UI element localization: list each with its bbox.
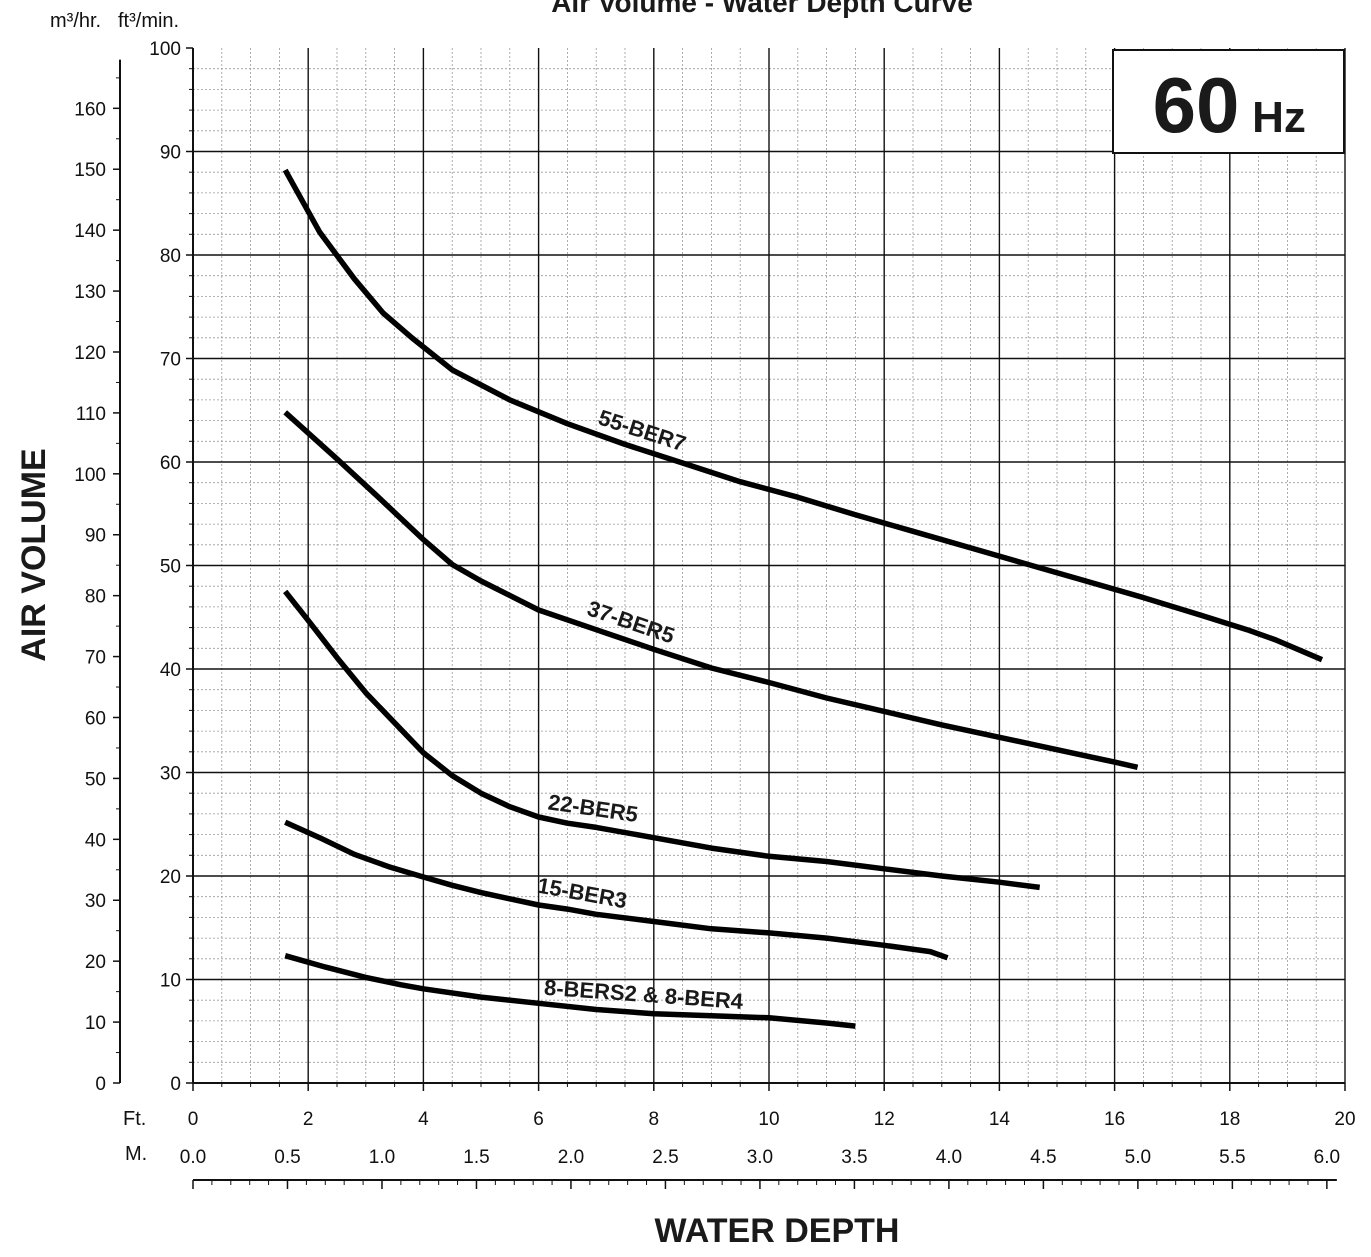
ft-tick-label: 20: [1334, 1109, 1355, 1130]
m3h-tick-label: 20: [85, 952, 106, 973]
cfm-tick-label: 10: [160, 971, 181, 992]
m3h-tick-label: 120: [74, 343, 106, 364]
x-unit-secondary: M.: [125, 1143, 147, 1165]
cfm-tick-label: 60: [160, 453, 181, 474]
meter-tick-label: 4.0: [936, 1147, 962, 1168]
tick-labels: 0102030405060708090100010203040506070809…: [74, 39, 1355, 1168]
m3h-tick-label: 0: [95, 1074, 106, 1095]
cfm-tick-label: 50: [160, 557, 181, 578]
m3h-tick-label: 90: [85, 526, 106, 547]
series-line-4: [284, 953, 856, 1029]
ft-tick-label: 10: [758, 1109, 779, 1130]
m3h-tick-label: 70: [85, 648, 106, 669]
m3h-tick-label: 160: [74, 99, 106, 120]
ft-tick-label: 8: [649, 1109, 660, 1130]
frequency-badge-box: [1112, 49, 1345, 154]
cfm-tick-label: 30: [160, 764, 181, 785]
meter-tick-label: 5.0: [1125, 1147, 1151, 1168]
m3h-tick-label: 130: [74, 282, 106, 303]
ft-tick-label: 14: [989, 1109, 1011, 1130]
cfm-tick-label: 20: [160, 867, 181, 888]
chart-title: Air Volume - Water Depth Curve: [551, 0, 973, 18]
series-lines: [282, 168, 1324, 1029]
m3h-tick-label: 60: [85, 708, 106, 729]
ft-tick-label: 6: [533, 1109, 544, 1130]
frequency-badge: 60 Hz: [1112, 49, 1345, 154]
meter-tick-label: 1.0: [369, 1147, 395, 1168]
meter-tick-label: 1.5: [463, 1147, 489, 1168]
m3h-tick-label: 110: [76, 404, 106, 425]
cfm-tick-label: 40: [160, 660, 181, 681]
m3h-tick-label: 30: [85, 891, 106, 912]
m3h-tick-label: 80: [85, 587, 106, 608]
meter-tick-label: 4.5: [1030, 1147, 1056, 1168]
series-line-3: [284, 819, 949, 961]
meter-tick-label: 0.0: [180, 1147, 206, 1168]
ft-tick-label: 2: [303, 1109, 314, 1130]
cfm-tick-label: 0: [170, 1074, 181, 1095]
meter-tick-label: 5.5: [1219, 1147, 1245, 1168]
ft-tick-label: 4: [418, 1109, 429, 1130]
ft-tick-label: 0: [188, 1109, 199, 1130]
m3h-tick-label: 50: [85, 769, 106, 790]
frequency-unit: Hz: [1252, 93, 1306, 142]
meter-tick-label: 3.0: [747, 1147, 773, 1168]
meter-tick-label: 0.5: [274, 1147, 300, 1168]
ft-tick-label: 18: [1219, 1109, 1240, 1130]
m3h-tick-label: 140: [74, 221, 106, 242]
y-unit-primary: ft³/min.: [118, 10, 179, 32]
ft-tick-label: 16: [1104, 1109, 1125, 1130]
x-axis-title: WATER DEPTH: [655, 1212, 900, 1250]
series-line-2: [283, 589, 1041, 891]
meter-tick-label: 6.0: [1314, 1147, 1340, 1168]
x-unit-primary: Ft.: [123, 1108, 146, 1130]
series-line-1: [283, 410, 1139, 770]
cfm-tick-label: 90: [160, 143, 181, 164]
y-axis-title: AIR VOLUME: [15, 448, 53, 661]
m3h-tick-label: 10: [85, 1013, 106, 1034]
meter-tick-label: 3.5: [841, 1147, 867, 1168]
y-unit-secondary: m³/hr.: [50, 10, 101, 32]
cfm-tick-label: 100: [149, 39, 181, 60]
m3h-tick-label: 100: [74, 465, 106, 486]
series-line-0: [282, 168, 1324, 663]
meter-tick-label: 2.5: [652, 1147, 678, 1168]
m3h-tick-label: 40: [85, 830, 106, 851]
cfm-tick-label: 80: [160, 246, 181, 267]
meter-tick-label: 2.0: [558, 1147, 584, 1168]
axes: [113, 47, 1346, 1189]
cfm-tick-label: 70: [160, 350, 181, 371]
ft-tick-label: 12: [874, 1109, 895, 1130]
frequency-number: 60: [1153, 61, 1240, 149]
m3h-tick-label: 150: [74, 160, 106, 181]
